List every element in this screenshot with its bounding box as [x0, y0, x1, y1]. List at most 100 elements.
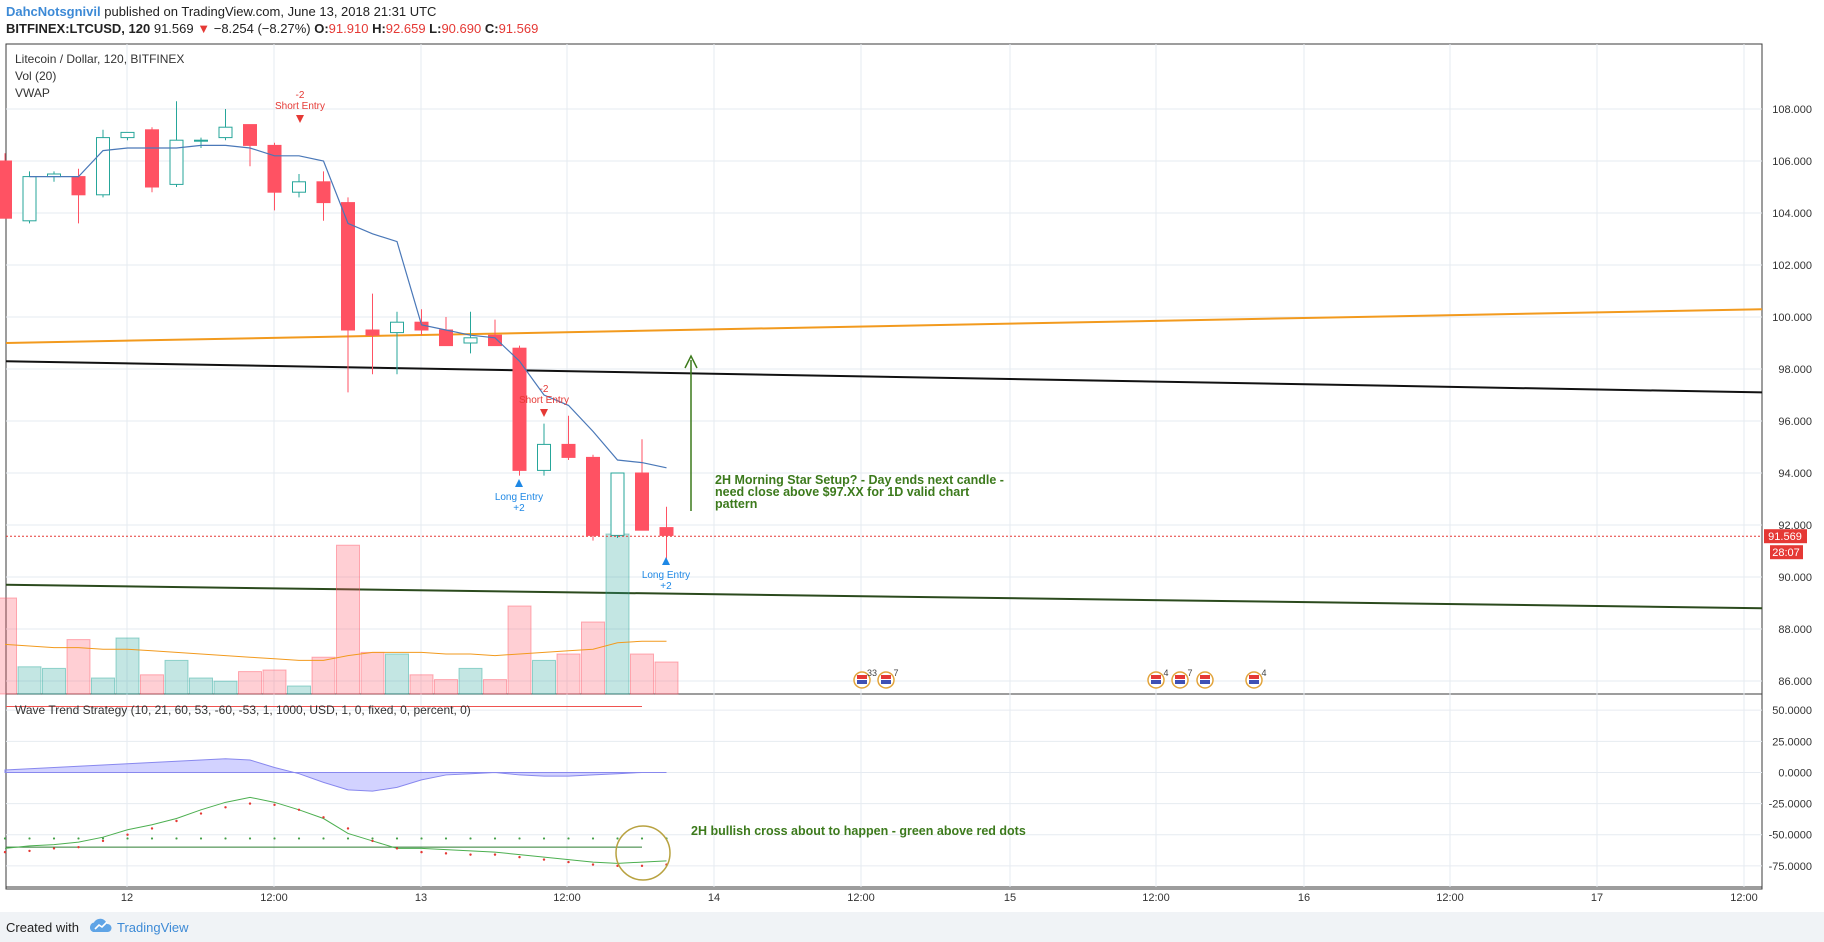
- time-tick-label: 17: [1591, 892, 1603, 904]
- volume-bar: [91, 677, 115, 695]
- open-label: O:: [314, 21, 329, 36]
- legend-indicator[interactable]: Wave Trend Strategy (10, 21, 60, 53, -60…: [15, 703, 471, 717]
- down-arrow-icon: ▼: [197, 21, 211, 36]
- high-label: H:: [372, 21, 386, 36]
- last-price-tag-bg: [1764, 529, 1807, 544]
- legend-volume[interactable]: Vol (20): [15, 69, 57, 83]
- signal-label: -2: [296, 90, 305, 101]
- flag-stripe: [881, 675, 891, 679]
- candle-body: [145, 129, 159, 188]
- candle-body: [341, 202, 355, 331]
- price-tick-label: 94.000: [1778, 468, 1812, 480]
- volume-bar: [66, 639, 91, 695]
- signal-label: +2: [513, 503, 525, 514]
- high-value: 92.659: [385, 21, 426, 36]
- wt2-dot: [126, 833, 129, 836]
- signal-dot: [28, 837, 31, 840]
- signal-label: Short Entry: [275, 101, 325, 112]
- signal-dot: [175, 837, 178, 840]
- last-price-tag: 91.569: [1768, 531, 1802, 543]
- wt2-dot: [224, 806, 227, 809]
- signal-dot: [3, 837, 7, 840]
- legend-vwap[interactable]: VWAP: [15, 86, 50, 100]
- wt2-dot: [469, 853, 472, 856]
- publish-info: published on TradingView.com, June 13, 2…: [104, 4, 437, 19]
- wt2-dot: [175, 819, 178, 823]
- volume-bar: [385, 653, 409, 695]
- open-value: 91.910: [328, 21, 369, 36]
- time-tick-label: 14: [708, 892, 720, 904]
- last-price: 91.569: [153, 21, 194, 36]
- candle-body: [537, 443, 551, 471]
- candle-body: [659, 527, 674, 536]
- signal-dot: [518, 837, 521, 840]
- volume-bar: [213, 680, 238, 695]
- trend-lines[interactable]: [5, 308, 1763, 610]
- time-tick-label: 15: [1004, 892, 1016, 904]
- countdown-tag-bg: [1770, 545, 1803, 560]
- signal-dot: [640, 837, 644, 840]
- signal-dot: [567, 837, 570, 840]
- time-tick-label: 13: [415, 892, 427, 904]
- wt2-dot: [591, 863, 595, 866]
- flag-stripe: [1175, 680, 1185, 684]
- flag-stripe: [1200, 675, 1210, 679]
- volume-bar: [189, 677, 213, 695]
- time-tick-label: 12:00: [553, 892, 581, 904]
- black-trend-line: [5, 360, 1763, 394]
- signal-dot: [101, 837, 105, 840]
- morning-star-note: pattern: [715, 497, 757, 511]
- wt2-dot: [493, 853, 497, 856]
- wt2-dot: [101, 839, 105, 843]
- signal-label: Short Entry: [519, 395, 569, 406]
- signal-label: +2: [660, 581, 672, 592]
- wt2-dot: [150, 827, 154, 830]
- symbol-line: BITFINEX:LTCUSD, 120 91.569 ▼ −8.254 (−8…: [6, 21, 538, 36]
- signal-dot: [420, 837, 423, 840]
- wt2-dot: [77, 845, 80, 849]
- price-tick-label: 86.000: [1778, 676, 1812, 688]
- flag-stripe: [1151, 680, 1161, 684]
- candle-body: [635, 472, 649, 531]
- candle-body: [218, 126, 233, 139]
- signal-dot: [248, 837, 252, 840]
- author-link[interactable]: DahcNotsgnivil: [6, 4, 101, 19]
- candle-body: [463, 337, 478, 344]
- osc-tick-label: -25.0000: [1769, 799, 1812, 811]
- candle-body: [292, 181, 306, 193]
- volume-bar: [605, 533, 630, 695]
- axes: 108.000 106.000 104.000 102.000 100.000 98.00…: [6, 104, 1812, 904]
- wt2-dot: [297, 808, 301, 811]
- time-tick-label: 16: [1298, 892, 1310, 904]
- candle-body: [561, 443, 576, 458]
- signal-dot: [273, 837, 276, 840]
- tradingview-brand[interactable]: TradingView: [117, 920, 189, 935]
- volume-bar: [458, 667, 483, 695]
- candle-body: [267, 144, 282, 193]
- price-tick-label: 88.000: [1778, 624, 1812, 636]
- signal-dot: [199, 837, 203, 840]
- volume-bar: [287, 685, 311, 695]
- short-arrow-icon: [296, 115, 304, 123]
- volume-bar: [115, 637, 140, 695]
- short-arrow-icon: [540, 409, 548, 417]
- signal-label: -2: [540, 384, 549, 395]
- signal-dot: [493, 837, 497, 840]
- osc-tick-label: 25.0000: [1772, 736, 1812, 748]
- volume-bar: [556, 653, 581, 695]
- signal-label: Long Entry: [495, 492, 543, 503]
- osc-tick-label: 50.0000: [1772, 705, 1812, 717]
- signal-dot: [444, 837, 448, 840]
- chart-canvas[interactable]: 108.000 106.000 104.000 102.000 100.000 98.00…: [0, 42, 1824, 908]
- signal-dot: [542, 837, 546, 840]
- event-count: 4: [1163, 668, 1168, 678]
- signal-dot: [150, 837, 154, 840]
- morning-star-note: need close above $97.XX for 1D valid cha…: [715, 485, 970, 499]
- volume-bar: [630, 653, 654, 695]
- wt2-dot: [518, 855, 521, 859]
- flag-stripe: [881, 680, 891, 684]
- volume-bar: [262, 669, 287, 695]
- price-change: −8.254 (−8.27%): [213, 21, 311, 36]
- wt2-dot: [420, 850, 423, 854]
